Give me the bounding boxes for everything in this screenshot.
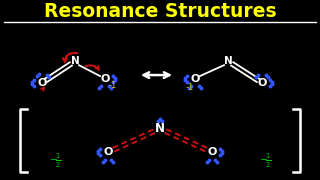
Text: O: O: [37, 78, 47, 88]
Text: O: O: [207, 147, 217, 157]
Text: N: N: [71, 56, 79, 66]
FancyArrowPatch shape: [63, 53, 77, 62]
Text: -1: -1: [186, 84, 194, 93]
Text: N: N: [224, 56, 232, 66]
Text: O: O: [103, 147, 113, 157]
Text: O: O: [190, 74, 200, 84]
Text: $-\!\frac{1}{2}$: $-\!\frac{1}{2}$: [49, 152, 61, 170]
Text: O: O: [100, 74, 110, 84]
Text: -1: -1: [109, 82, 117, 91]
Text: Resonance Structures: Resonance Structures: [44, 2, 276, 21]
Text: $-\!\frac{1}{2}$: $-\!\frac{1}{2}$: [259, 152, 271, 170]
Text: O: O: [257, 78, 267, 88]
FancyArrowPatch shape: [86, 65, 99, 70]
FancyArrowPatch shape: [41, 88, 44, 91]
Text: N: N: [155, 122, 165, 135]
